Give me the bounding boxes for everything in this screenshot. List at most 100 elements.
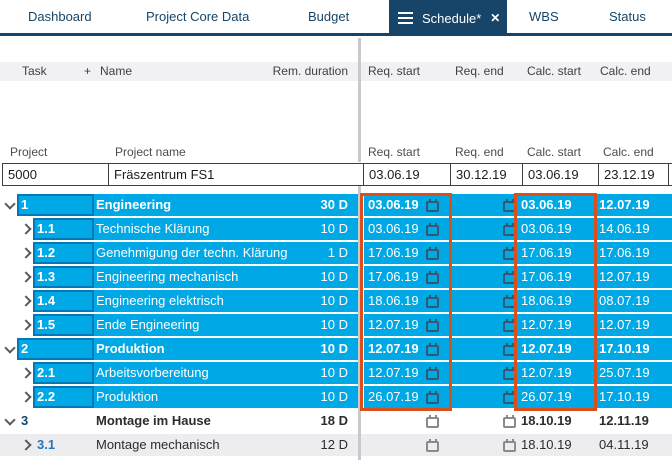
req-start-date[interactable]: 17.06.19: [368, 245, 419, 260]
tab-project-core-data[interactable]: Project Core Data: [146, 9, 250, 24]
col-task[interactable]: Task: [22, 64, 47, 78]
task-row[interactable]: 2 Produktion 10 D 12.07.19 12.07.19 17.1…: [0, 338, 672, 360]
task-id-cell[interactable]: [33, 290, 94, 312]
task-row[interactable]: 2.2 Produktion 10 D 26.07.19 26.07.19 17…: [0, 386, 672, 408]
chevron-down-icon[interactable]: [4, 198, 16, 210]
project-calc-end-field[interactable]: 23.12.19: [598, 163, 669, 186]
chevron-down-icon[interactable]: [4, 342, 16, 354]
close-icon[interactable]: ✕: [490, 11, 501, 25]
task-duration[interactable]: 30 D: [320, 197, 348, 212]
calendar-icon[interactable]: [503, 247, 516, 260]
project-req-start-field[interactable]: 03.06.19: [363, 163, 451, 186]
calendar-icon[interactable]: [426, 271, 439, 284]
calendar-icon[interactable]: [503, 223, 516, 236]
calendar-icon[interactable]: [503, 439, 516, 452]
task-duration[interactable]: 10 D: [320, 317, 348, 332]
task-duration[interactable]: 10 D: [320, 389, 348, 404]
calendar-icon[interactable]: [503, 295, 516, 308]
task-id-cell[interactable]: [33, 314, 94, 336]
task-duration[interactable]: 10 D: [320, 365, 348, 380]
calendar-icon[interactable]: [503, 415, 516, 428]
col-calc-start[interactable]: Calc. start: [527, 64, 582, 78]
chevron-down-icon[interactable]: [4, 414, 16, 426]
project-id-field[interactable]: 5000: [2, 163, 109, 186]
calendar-icon[interactable]: [426, 223, 439, 236]
calendar-icon[interactable]: [426, 247, 439, 260]
chevron-right-icon[interactable]: [20, 391, 32, 403]
task-duration[interactable]: 10 D: [320, 293, 348, 308]
col-calc-end[interactable]: Calc. end: [600, 64, 651, 78]
col-rem-duration[interactable]: Rem. duration: [272, 64, 348, 78]
col-req-end[interactable]: Req. end: [455, 64, 504, 78]
task-duration[interactable]: 1 D: [327, 245, 348, 260]
req-start-date[interactable]: 03.06.19: [368, 221, 419, 236]
calendar-icon[interactable]: [426, 343, 439, 356]
task-id-cell[interactable]: [33, 386, 94, 408]
task-id-cell[interactable]: [33, 266, 94, 288]
add-column-button[interactable]: +: [84, 64, 92, 78]
hamburger-menu-icon[interactable]: [398, 12, 413, 24]
calendar-icon[interactable]: [503, 391, 516, 404]
calendar-icon[interactable]: [503, 343, 516, 356]
task-name[interactable]: Ende Engineering: [96, 317, 200, 332]
req-start-date[interactable]: 26.07.19: [368, 389, 419, 404]
task-name[interactable]: Engineering elektrisch: [96, 293, 224, 308]
chevron-right-icon[interactable]: [20, 319, 32, 331]
task-row[interactable]: 3.1 Montage mechanisch 12 D 18.10.19 04.…: [0, 434, 672, 456]
req-start-date[interactable]: 18.06.19: [368, 293, 419, 308]
project-req-end-field[interactable]: 30.12.19: [450, 163, 523, 186]
task-duration[interactable]: 18 D: [320, 413, 348, 428]
req-start-date[interactable]: 12.07.19: [368, 317, 419, 332]
task-id-cell[interactable]: [17, 194, 94, 216]
calendar-icon[interactable]: [426, 391, 439, 404]
calendar-icon[interactable]: [426, 199, 439, 212]
task-name[interactable]: Technische Klärung: [96, 221, 210, 236]
task-duration[interactable]: 10 D: [320, 341, 348, 356]
tab-status[interactable]: Status: [609, 9, 646, 24]
tab-schedule-active[interactable]: Schedule* ✕: [389, 0, 507, 36]
task-name[interactable]: Produktion: [96, 389, 159, 404]
chevron-right-icon[interactable]: [20, 247, 32, 259]
task-row[interactable]: 1 Engineering 30 D 03.06.19 03.06.19 12.…: [0, 194, 672, 216]
task-row[interactable]: 1.2 Genehmigung der techn. Klärung 1 D 1…: [0, 242, 672, 264]
task-name[interactable]: Engineering: [96, 197, 172, 212]
task-id-cell[interactable]: [33, 362, 94, 384]
task-duration[interactable]: 10 D: [320, 221, 348, 236]
chevron-right-icon[interactable]: [20, 439, 32, 451]
req-start-date[interactable]: 03.06.19: [368, 197, 419, 212]
col-name[interactable]: Name: [100, 64, 133, 78]
calendar-icon[interactable]: [503, 271, 516, 284]
calendar-icon[interactable]: [426, 415, 439, 428]
task-duration[interactable]: 12 D: [320, 437, 348, 452]
task-name[interactable]: Genehmigung der techn. Klärung: [96, 245, 288, 260]
calendar-icon[interactable]: [503, 319, 516, 332]
calendar-icon[interactable]: [503, 367, 516, 380]
task-name[interactable]: Produktion: [96, 341, 165, 356]
task-id-cell[interactable]: [33, 242, 94, 264]
task-row[interactable]: 1.4 Engineering elektrisch 10 D 18.06.19…: [0, 290, 672, 312]
req-start-date[interactable]: 17.06.19: [368, 269, 419, 284]
task-name[interactable]: Montage mechanisch: [96, 437, 220, 452]
calendar-icon[interactable]: [426, 319, 439, 332]
tab-budget[interactable]: Budget: [308, 9, 350, 24]
col-req-start[interactable]: Req. start: [368, 64, 421, 78]
chevron-right-icon[interactable]: [20, 223, 32, 235]
tab-dashboard[interactable]: Dashboard: [28, 9, 92, 24]
project-name-field[interactable]: Fräszentrum FS1: [108, 163, 364, 186]
calendar-icon[interactable]: [426, 367, 439, 380]
req-start-date[interactable]: 12.07.19: [368, 341, 419, 356]
calendar-icon[interactable]: [426, 295, 439, 308]
panel-divider[interactable]: [358, 186, 361, 460]
tab-wbs[interactable]: WBS: [529, 9, 559, 24]
calendar-icon[interactable]: [426, 439, 439, 452]
task-name[interactable]: Arbeitsvorbereitung: [96, 365, 209, 380]
task-name[interactable]: Montage im Hause: [96, 413, 211, 428]
task-name[interactable]: Engineering mechanisch: [96, 269, 239, 284]
task-row[interactable]: 3 Montage im Hause 18 D 18.10.19 12.11.1…: [0, 410, 672, 432]
panel-divider[interactable]: [358, 38, 361, 162]
chevron-right-icon[interactable]: [20, 295, 32, 307]
task-row[interactable]: 2.1 Arbeitsvorbereitung 10 D 12.07.19 12…: [0, 362, 672, 384]
task-row[interactable]: 1.3 Engineering mechanisch 10 D 17.06.19…: [0, 266, 672, 288]
task-duration[interactable]: 10 D: [320, 269, 348, 284]
chevron-right-icon[interactable]: [20, 367, 32, 379]
